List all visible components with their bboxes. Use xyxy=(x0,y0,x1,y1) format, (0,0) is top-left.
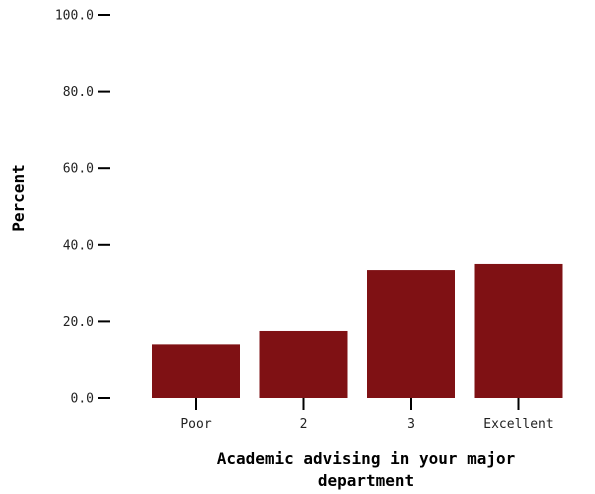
x-tick-label: 2 xyxy=(300,417,308,432)
y-tick-label: 100.0 xyxy=(55,9,94,24)
bar-poor xyxy=(152,344,240,398)
bar-3 xyxy=(367,270,455,398)
bars xyxy=(152,263,563,398)
bar-2 xyxy=(259,330,348,398)
y-axis: 0.0 20.0 40.0 60.0 80.0 100.0 xyxy=(55,9,110,407)
x-axis-title-line-1: Academic advising in your major xyxy=(217,449,516,468)
y-tick-label: 60.0 xyxy=(63,162,94,177)
y-tick-label: 40.0 xyxy=(63,238,94,253)
y-axis-title: Percent xyxy=(9,164,28,231)
x-tick-label: Excellent xyxy=(483,417,553,432)
x-tick-label: 3 xyxy=(407,417,415,432)
x-tick-label: Poor xyxy=(180,417,211,432)
y-tick-label: 80.0 xyxy=(63,85,94,100)
bar-excellent xyxy=(474,263,563,398)
y-tick-label: 20.0 xyxy=(63,315,94,330)
y-tick-label: 0.0 xyxy=(71,392,94,407)
x-axis-title-line-2: department xyxy=(318,471,414,490)
x-axis: Poor 2 3 Excellent xyxy=(180,398,554,432)
